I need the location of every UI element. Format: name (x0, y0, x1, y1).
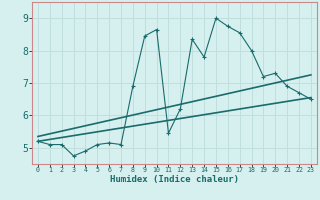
X-axis label: Humidex (Indice chaleur): Humidex (Indice chaleur) (110, 175, 239, 184)
